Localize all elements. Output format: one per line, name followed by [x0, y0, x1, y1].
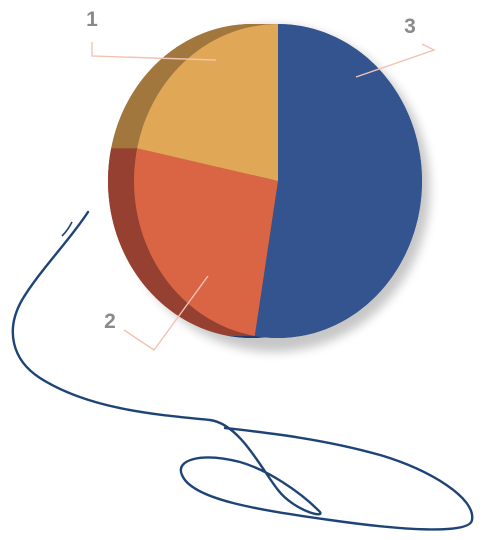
slice-label-2: 2	[104, 310, 116, 333]
blue-string	[11, 210, 474, 531]
pie-slice-2	[134, 148, 278, 336]
leader-line-2	[123, 275, 209, 351]
pie-slice-3	[254, 24, 423, 338]
pie-slice-1	[137, 24, 278, 181]
blue-string-tip	[61, 221, 73, 237]
pie-slice-edge-1	[111, 24, 279, 149]
pie-slice-edge-2	[108, 148, 255, 336]
slice-label-3: 3	[404, 15, 416, 38]
leader-line-1	[91, 42, 217, 61]
slice-label-1: 1	[86, 8, 98, 31]
leader-line-3	[355, 43, 436, 78]
